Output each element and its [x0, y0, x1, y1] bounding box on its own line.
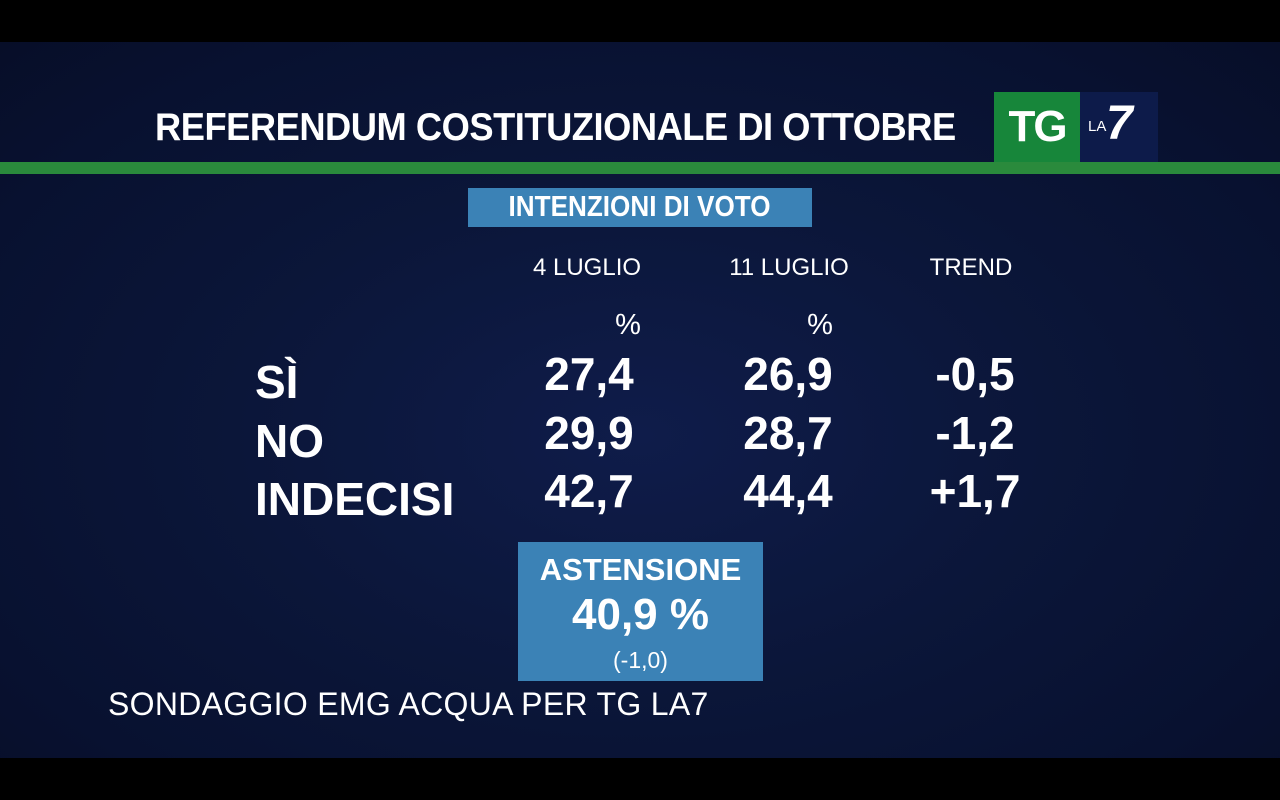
logo-la7: LA 7 — [1080, 92, 1158, 162]
abstention-label: ASTENSIONE — [539, 552, 742, 587]
cell-indecisi-4-luglio: 42,7 — [544, 465, 634, 517]
letterbox-bottom — [0, 758, 1280, 800]
source-caption: SONDAGGIO EMG ACQUA PER TG LA7 — [108, 686, 709, 722]
cell-indecisi-11-luglio: 44,4 — [743, 465, 833, 517]
row-label-indecisi: INDECISI — [255, 473, 455, 525]
logo-la: LA — [1088, 118, 1107, 135]
cell-indecisi-trend: +1,7 — [929, 465, 1021, 517]
logo-tg: TG — [994, 92, 1080, 162]
cell-si-trend: -0,5 — [935, 348, 1015, 400]
column-header-4-luglio: 4 LUGLIO — [532, 254, 642, 281]
abstention-delta: (-1,0) — [613, 647, 668, 673]
green-divider — [0, 162, 1280, 174]
abstention-box: ASTENSIONE 40,9 % (-1,0) — [518, 542, 763, 681]
subtitle-banner: INTENZIONI DI VOTO — [468, 188, 812, 227]
row-label-no: NO — [255, 415, 324, 467]
abstention-value: 40,9 % — [572, 590, 709, 639]
row-label-si: SÌ — [255, 356, 299, 408]
column-header-trend: TREND — [929, 254, 1013, 281]
cell-no-11-luglio: 28,7 — [743, 407, 833, 459]
cell-si-11-luglio: 26,9 — [743, 348, 833, 400]
unit-percent-c1: % — [615, 309, 641, 341]
letterbox-top — [0, 0, 1280, 42]
cell-no-trend: -1,2 — [935, 407, 1015, 459]
cell-si-4-luglio: 27,4 — [544, 348, 634, 400]
column-header-11-luglio: 11 LUGLIO — [729, 254, 849, 281]
broadcast-graphic: REFERENDUM COSTITUZIONALE DI OTTOBRE TG … — [0, 42, 1280, 758]
logo-seven: 7 — [1106, 97, 1133, 150]
unit-percent-c2: % — [807, 309, 833, 341]
cell-no-4-luglio: 29,9 — [544, 407, 634, 459]
tg-la7-logo: TG LA 7 — [994, 92, 1158, 162]
page-title: REFERENDUM COSTITUZIONALE DI OTTOBRE — [155, 106, 956, 149]
subtitle-text: INTENZIONI DI VOTO — [509, 191, 771, 223]
